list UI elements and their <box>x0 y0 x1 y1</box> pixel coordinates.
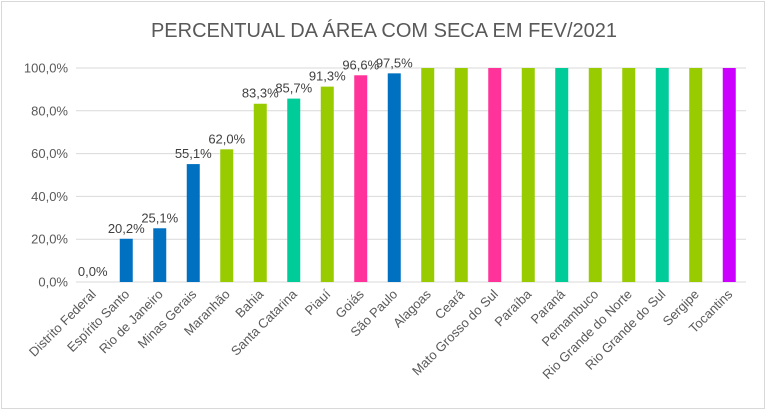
bar <box>421 68 435 282</box>
bar <box>253 103 267 282</box>
data-label: 85,7% <box>275 81 312 96</box>
gridlines <box>76 67 746 283</box>
data-labels: 0,0%20,2%25,1%55,1%62,0%83,3%85,7%91,3%9… <box>78 55 413 279</box>
bar <box>454 68 468 282</box>
data-label: 96,6% <box>342 57 379 72</box>
data-label: 20,2% <box>108 221 145 236</box>
y-tick-label: 40,0% <box>31 189 68 204</box>
chart-title: PERCENTUAL DA ÁREA COM SECA EM FEV/2021 <box>151 19 617 42</box>
bar <box>287 98 301 283</box>
bar <box>186 164 200 282</box>
bar <box>119 238 133 282</box>
bar <box>722 68 736 282</box>
bar <box>655 68 669 282</box>
data-label: 91,3% <box>309 69 346 84</box>
bar <box>354 75 368 282</box>
bar <box>622 68 636 282</box>
y-axis: 0,0% 20,0% 40,0% 60,0% 80,0% 100,0% <box>24 61 69 290</box>
y-tick-label: 60,0% <box>31 146 68 161</box>
data-label: 25,1% <box>141 210 178 225</box>
y-tick-label: 0,0% <box>38 275 68 290</box>
x-tick-label: Paraíba <box>492 286 535 329</box>
data-label: 0,0% <box>78 264 108 279</box>
bar <box>588 68 602 282</box>
bar <box>320 86 334 282</box>
y-tick-label: 20,0% <box>31 232 68 247</box>
y-tick-label: 100,0% <box>24 61 69 76</box>
bar <box>220 149 234 282</box>
x-tick-label: Piauí <box>302 286 334 318</box>
bar <box>555 68 569 282</box>
bar <box>153 228 167 282</box>
data-label: 83,3% <box>242 86 279 101</box>
bar <box>488 68 502 282</box>
bar <box>387 73 401 282</box>
bar <box>689 68 703 282</box>
data-label: 62,0% <box>208 131 245 146</box>
data-label: 97,5% <box>376 55 413 70</box>
data-label: 55,1% <box>175 146 212 161</box>
bars <box>119 68 736 283</box>
x-tick-label: Alagoas <box>390 286 434 330</box>
y-tick-label: 80,0% <box>31 103 68 118</box>
bar <box>521 68 535 282</box>
